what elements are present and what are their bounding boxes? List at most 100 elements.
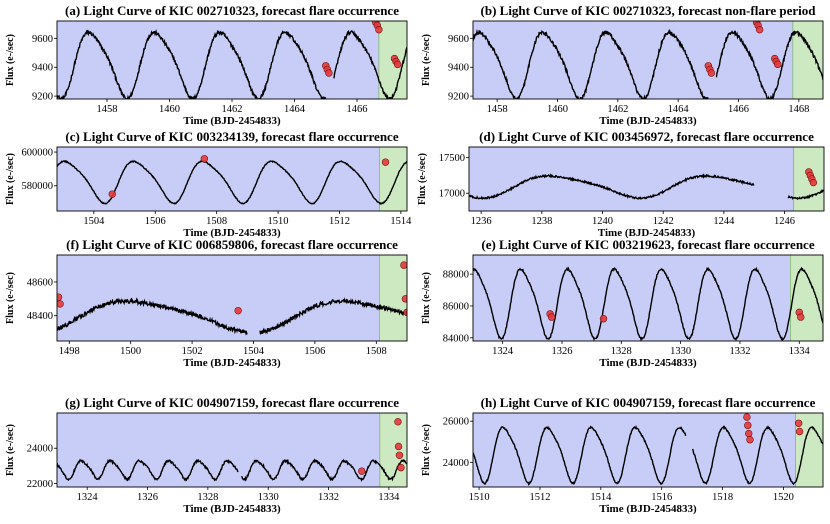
y-tick-label: 9400 bbox=[448, 63, 469, 74]
plot-frame bbox=[56, 146, 408, 212]
x-tick-label: 1508 bbox=[366, 346, 387, 357]
y-axis-label: Flux (e-/sec) bbox=[417, 153, 428, 205]
light-curve-line bbox=[57, 297, 407, 336]
x-tick-label: 1510 bbox=[469, 492, 490, 503]
x-tick-label: 1238 bbox=[531, 216, 552, 227]
x-tick-label: 1324 bbox=[77, 492, 99, 503]
y-axis-label: Flux (e-/sec) bbox=[5, 272, 16, 324]
flare-point bbox=[400, 261, 407, 269]
plot-background bbox=[57, 413, 407, 487]
flare-point bbox=[375, 25, 383, 34]
y-tick-label: 88000 bbox=[443, 270, 469, 281]
x-tick-label: 1506 bbox=[145, 216, 166, 227]
x-tick-label: 1516 bbox=[651, 492, 672, 503]
x-tick-label: 1464 bbox=[284, 104, 306, 115]
plot-background bbox=[57, 147, 407, 211]
chart-panel-4: 1236 1238 1240 1242 1244 1246 17000 17500 (d) Li… bbox=[417, 129, 825, 239]
flare-point bbox=[797, 313, 805, 321]
plot-background bbox=[469, 147, 824, 211]
plot-frame bbox=[472, 254, 824, 342]
flare-point bbox=[743, 413, 751, 421]
y-tick-label: 24000 bbox=[27, 444, 53, 455]
plot-frame bbox=[56, 254, 408, 342]
chart-title: (b) Light Curve of KIC 002710323, foreca… bbox=[481, 3, 817, 18]
x-tick-label: 1498 bbox=[59, 346, 80, 357]
y-axis-label: Flux (e-/sec) bbox=[421, 34, 432, 86]
flare-point bbox=[401, 295, 407, 303]
y-tick-label: 48600 bbox=[27, 277, 53, 288]
x-tick-label: 1466 bbox=[347, 104, 368, 115]
flare-point bbox=[325, 69, 333, 77]
flare-point bbox=[774, 60, 782, 69]
flare-point bbox=[794, 419, 803, 427]
x-axis-label: Time (BJD-2454833) bbox=[183, 357, 281, 369]
x-tick-label: 1504 bbox=[243, 346, 265, 357]
light-curve-line bbox=[473, 266, 823, 341]
x-tick-label: 1520 bbox=[773, 492, 794, 503]
flare-point bbox=[358, 467, 366, 475]
y-tick-label: 9600 bbox=[32, 34, 53, 45]
y-axis-label: Flux (e-/sec) bbox=[421, 424, 432, 476]
forecast-window bbox=[379, 413, 407, 487]
x-tick-label: 1514 bbox=[390, 216, 412, 227]
flare-point bbox=[795, 427, 804, 436]
plot-background bbox=[473, 255, 823, 341]
y-tick-label: 22000 bbox=[27, 479, 53, 490]
x-tick-label: 1326 bbox=[551, 346, 572, 357]
flare-point bbox=[397, 463, 405, 472]
light-curve-line bbox=[473, 28, 823, 99]
forecast-window bbox=[379, 147, 407, 211]
y-tick-label: 600000 bbox=[22, 148, 54, 159]
x-tick-label: 1332 bbox=[729, 346, 750, 357]
x-tick-label: 1466 bbox=[728, 104, 749, 115]
plot-frame bbox=[468, 146, 825, 212]
flare-point bbox=[57, 293, 63, 301]
y-tick-label: 26000 bbox=[443, 417, 469, 428]
flare-point bbox=[744, 421, 752, 430]
chart-title: (c) Light Curve of KIC 003234139, foreca… bbox=[65, 129, 398, 144]
forecast-window bbox=[792, 21, 823, 99]
x-tick-label: 1332 bbox=[318, 492, 339, 503]
x-tick-label: 1244 bbox=[713, 216, 735, 227]
chart-panel-3: 1504 1506 1508 1510 1512 1514 580000 600000 (c) … bbox=[5, 129, 412, 239]
x-tick-label: 1326 bbox=[137, 492, 158, 503]
y-axis-label: Flux (e-/sec) bbox=[5, 424, 16, 476]
flare-point bbox=[809, 178, 818, 187]
x-axis-label: Time (BJD-2454833) bbox=[598, 227, 696, 239]
flare-point bbox=[234, 306, 242, 315]
chart-panel-1: 1458 1460 1462 1464 1466 9200 9400 9600 (a) Ligh… bbox=[5, 3, 408, 127]
x-tick-label: 1246 bbox=[774, 216, 795, 227]
chart-panel-8: 1510 1512 1514 1516 1518 1520 24000 26000 (h) Li… bbox=[421, 395, 824, 515]
x-tick-label: 1460 bbox=[547, 104, 568, 115]
flare-point bbox=[547, 313, 556, 321]
flare-point bbox=[381, 158, 390, 166]
light-curve-line bbox=[57, 159, 407, 206]
flare-point bbox=[393, 60, 402, 69]
chart-title: (g) Light Curve of KIC 004907159, foreca… bbox=[65, 395, 399, 410]
chart-panel-2: 1458 1460 1462 1464 1466 1468 9200 9400 9600 (b) … bbox=[421, 3, 824, 127]
x-axis-label: Time (BJD-2454833) bbox=[183, 503, 281, 515]
x-tick-label: 1324 bbox=[492, 346, 514, 357]
x-tick-label: 1514 bbox=[590, 492, 612, 503]
light-curve-line bbox=[57, 458, 407, 483]
x-tick-label: 1500 bbox=[120, 346, 141, 357]
x-tick-label: 1242 bbox=[653, 216, 674, 227]
chart-title: (f) Light Curve of KIC 006859806, foreca… bbox=[66, 237, 398, 252]
y-tick-label: 580000 bbox=[22, 181, 54, 192]
y-tick-label: 9600 bbox=[448, 34, 469, 45]
flare-point bbox=[395, 451, 404, 459]
x-tick-label: 1510 bbox=[268, 216, 289, 227]
flare-point bbox=[745, 429, 753, 438]
x-tick-label: 1502 bbox=[182, 346, 203, 357]
y-tick-label: 48400 bbox=[27, 311, 53, 322]
x-axis-label: Time (BJD-2454833) bbox=[599, 115, 697, 127]
chart-panel-6: 1324 1326 1328 1330 1332 1334 84000 86000 88000 (… bbox=[421, 237, 824, 369]
plot-frame bbox=[56, 412, 408, 488]
flare-point bbox=[707, 69, 716, 77]
x-axis-label: Time (BJD-2454833) bbox=[183, 227, 281, 239]
chart-title: (d) Light Curve of KIC 003456972, foreca… bbox=[479, 129, 814, 144]
x-tick-label: 1506 bbox=[304, 346, 325, 357]
x-tick-label: 1508 bbox=[206, 216, 227, 227]
flare-point bbox=[394, 442, 403, 451]
